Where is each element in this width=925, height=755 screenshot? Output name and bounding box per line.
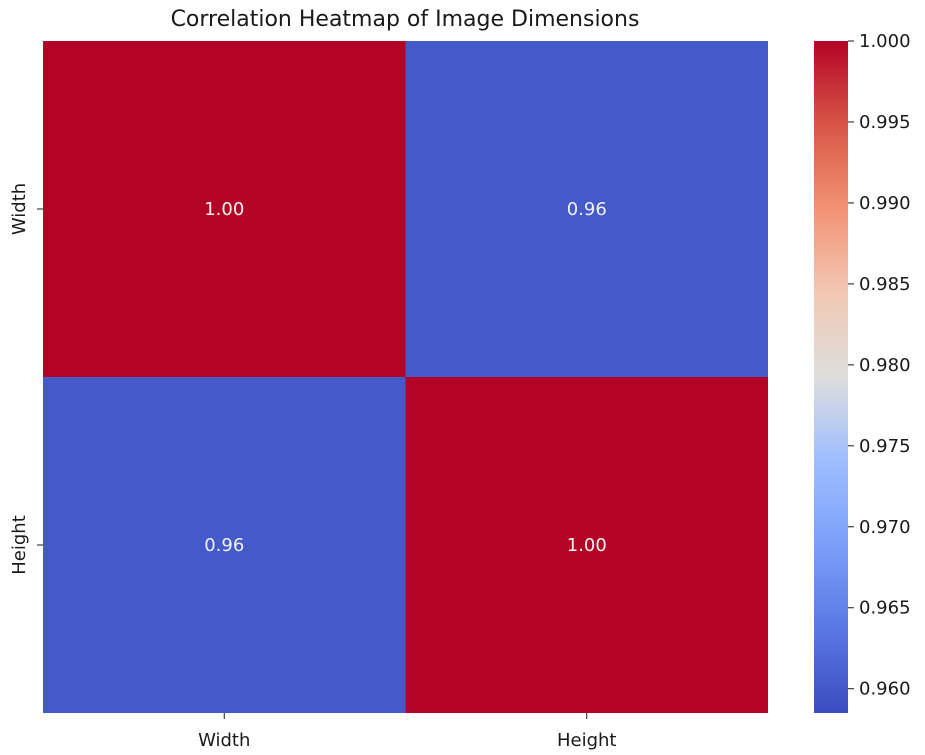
colorbar-tick-label: 0.975 [859, 436, 911, 457]
colorbar-tick-label: 0.990 [859, 193, 911, 214]
heatmap-cell-label: 0.96 [567, 199, 607, 220]
heatmap-cell-label: 1.00 [204, 199, 244, 220]
colorbar-ticks: 0.960 0.965 0.970 0.975 0.980 0.985 0.990 0.995… [848, 31, 911, 700]
x-tick-label: Width [198, 730, 250, 751]
colorbar-tick-label: 1.000 [859, 31, 911, 52]
x-tick-label: Height [557, 730, 617, 751]
chart-title: Correlation Heatmap of Image Dimensions [171, 7, 640, 32]
heatmap-cell [405, 41, 768, 377]
y-axis: Width Height [9, 183, 43, 575]
colorbar-gradient [814, 41, 848, 713]
y-tick-label: Width [9, 183, 30, 235]
heatmap-cell-label: 0.96 [204, 535, 244, 556]
colorbar-tick-label: 0.995 [859, 112, 911, 133]
colorbar-tick-label: 0.960 [859, 679, 911, 700]
heatmap-cell [43, 41, 406, 377]
colorbar [814, 41, 848, 713]
heatmap-cell [43, 377, 406, 713]
colorbar-tick-label: 0.970 [859, 517, 911, 538]
colorbar-tick-label: 0.985 [859, 274, 911, 295]
y-tick-label: Height [9, 515, 30, 575]
x-axis: Width Height [198, 713, 617, 751]
colorbar-tick-label: 0.980 [859, 355, 911, 376]
colorbar-tick-label: 0.965 [859, 598, 911, 619]
heatmap-cells [43, 41, 768, 713]
heatmap-cell-label: 1.00 [567, 535, 607, 556]
heatmap-cell-labels: 1.00 0.96 0.96 1.00 [204, 199, 607, 556]
heatmap-cell [405, 377, 768, 713]
